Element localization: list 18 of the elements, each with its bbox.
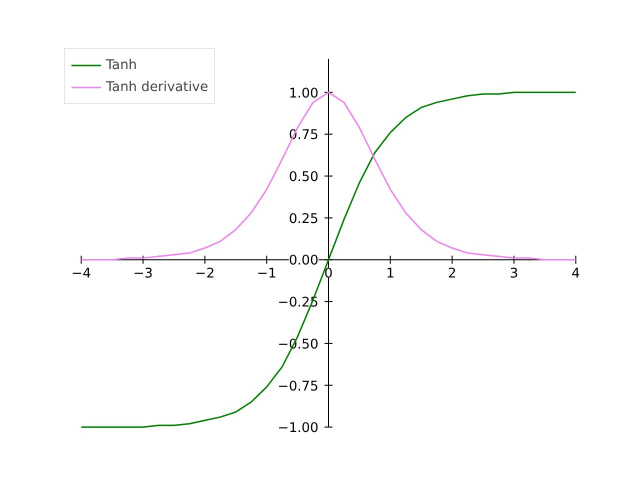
y-tick-label: 0.50 (288, 170, 319, 186)
y-tick-label: 0.00 (288, 254, 319, 269)
x-tick-label: 0 (324, 266, 333, 282)
x-tick-label: 2 (448, 266, 456, 282)
x-tick-label: 3 (510, 266, 518, 282)
y-tick-label: 1.00 (288, 86, 319, 102)
legend-label: Tanh derivative (106, 80, 208, 94)
y-tick-label: 0.25 (288, 212, 319, 227)
x-tick-label: 4 (572, 266, 580, 282)
x-tick-label: −1 (256, 266, 277, 282)
x-tick-label: −3 (133, 266, 153, 282)
y-tick-label: 0.75 (288, 128, 319, 144)
x-tick-label: −2 (195, 266, 215, 282)
x-tick-label: 1 (386, 266, 395, 282)
y-tick-label: −0.75 (278, 379, 318, 394)
y-tick-label: −1.00 (278, 421, 318, 436)
x-tick-label: −4 (71, 266, 92, 282)
legend-label: Tanh (106, 58, 137, 72)
